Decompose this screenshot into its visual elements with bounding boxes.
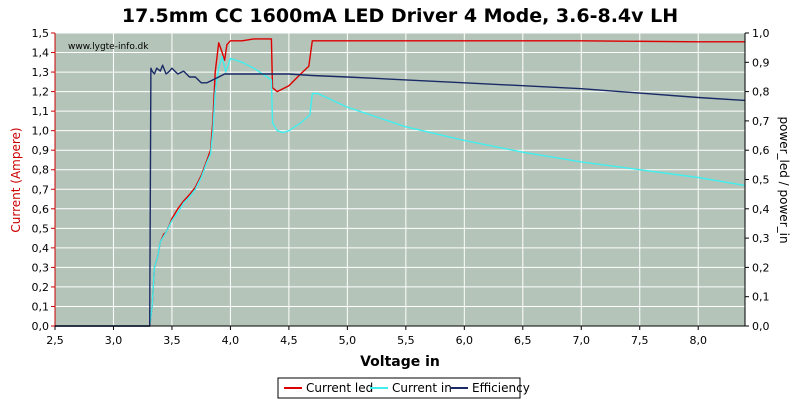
legend: Current led Current in Efficiency bbox=[277, 377, 530, 399]
series-line-efficiency bbox=[55, 64, 746, 327]
x-tick-label: 7,0 bbox=[573, 334, 591, 347]
y-right-axis-label: power_led / power_in bbox=[777, 116, 791, 243]
x-tick-label: 4,0 bbox=[222, 334, 240, 347]
legend-label: Efficiency bbox=[472, 381, 530, 395]
chart-title: 17.5mm CC 1600mA LED Driver 4 Mode, 3.6-… bbox=[122, 5, 678, 27]
y-right-tick-label: 1,0 bbox=[752, 27, 770, 40]
y-left-tick-label: 1,3 bbox=[32, 66, 50, 79]
x-tick-label: 3,5 bbox=[163, 334, 181, 347]
plot-area bbox=[55, 33, 745, 326]
y-left-tick-label: 1,1 bbox=[32, 105, 50, 118]
legend-box bbox=[277, 377, 521, 399]
x-tick-label: 6,5 bbox=[514, 334, 532, 347]
y-right-tick-label: 0,7 bbox=[752, 115, 770, 128]
y-left-tick-label: 0,1 bbox=[32, 300, 50, 313]
y-left-tick-label: 0,9 bbox=[32, 144, 50, 157]
y-left-tick-label: 0,7 bbox=[32, 183, 50, 196]
x-tick-label: 7,5 bbox=[631, 334, 649, 347]
y-right-tick-label: 0,1 bbox=[752, 291, 770, 304]
y-right-tick-label: 0,3 bbox=[752, 232, 770, 245]
legend-label: Current led bbox=[306, 381, 373, 395]
y-left-tick-label: 1,4 bbox=[32, 47, 50, 60]
y-left-axis-label: Current (Ampere) bbox=[9, 127, 23, 232]
y-left-tick-label: 1,2 bbox=[32, 86, 50, 99]
y-right-tick-label: 0,9 bbox=[752, 56, 770, 69]
y-right-tick-label: 0,8 bbox=[752, 86, 770, 99]
x-tick-label: 3,0 bbox=[105, 334, 123, 347]
y-left-tick-label: 0,5 bbox=[32, 222, 50, 235]
y-left-tick-label: 0,3 bbox=[32, 261, 50, 274]
y-right-tick-label: 0,2 bbox=[752, 261, 770, 274]
y-left-tick-label: 1,0 bbox=[32, 125, 50, 138]
y-left-tick-label: 0,4 bbox=[32, 242, 50, 255]
y-left-tick-label: 0,8 bbox=[32, 164, 50, 177]
x-axis-label: Voltage in bbox=[360, 354, 440, 370]
series-line-current-in bbox=[55, 55, 746, 327]
x-tick-label: 8,0 bbox=[689, 334, 707, 347]
x-tick-label: 4,5 bbox=[280, 334, 298, 347]
y-right-tick-label: 0,5 bbox=[752, 174, 770, 187]
y-right-tick-label: 0,6 bbox=[752, 144, 770, 157]
y-right-tick-label: 0,4 bbox=[752, 203, 770, 216]
x-tick-label: 2,5 bbox=[46, 334, 64, 347]
y-left-tick-label: 1,5 bbox=[32, 27, 50, 40]
watermark: www.lygte-info.dk bbox=[68, 42, 149, 52]
axes: 2,5 3,0 3,5 4,0 4,5 5,0 5,5 6,0 6,5 7,0 7,5 8,0 0,0 0… bbox=[32, 27, 770, 347]
plot-background bbox=[55, 33, 745, 326]
x-tick-label: 5,5 bbox=[397, 334, 415, 347]
x-tick-label: 5,0 bbox=[339, 334, 357, 347]
y-right-tick-label: 0,0 bbox=[752, 320, 770, 333]
y-left-tick-label: 0,0 bbox=[32, 320, 50, 333]
series-layer bbox=[55, 38, 746, 327]
x-tick-label: 6,0 bbox=[456, 334, 474, 347]
y-left-tick-label: 0,6 bbox=[32, 203, 50, 216]
y-left-tick-label: 0,2 bbox=[32, 281, 50, 294]
legend-label: Current in bbox=[392, 381, 452, 395]
